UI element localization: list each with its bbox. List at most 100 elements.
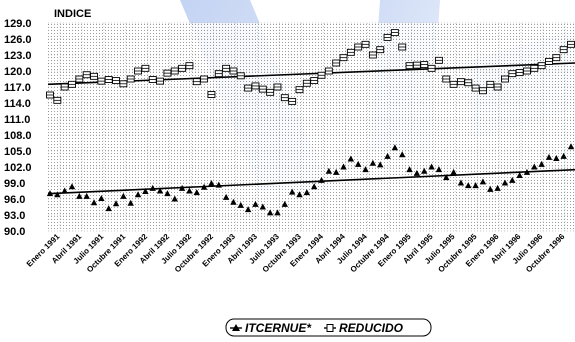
point-itcernue [149,184,156,191]
point-itcernue [274,209,281,216]
point-reducido [456,78,465,86]
y-tick-label: 96.0 [4,194,25,206]
y-tick-label: 117.0 [4,82,31,94]
point-itcernue [501,179,509,186]
point-reducido [82,71,91,79]
point-itcernue [538,160,545,167]
point-reducido [508,70,517,78]
point-itcernue [193,189,200,196]
y-axis: 129.0 126.0 123.0 120.0 117.0 114.0 111.0 108.0… [4,18,575,238]
point-reducido [523,67,531,75]
point-itcernue [391,144,399,151]
point-reducido [427,64,436,72]
y-tick-label: 123.0 [4,50,32,62]
y-tick-label: 105.0 [4,146,32,158]
trend-line [47,62,575,86]
point-itcernue [443,174,450,181]
point-reducido [346,48,355,56]
point-itcernue [127,199,134,206]
point-reducido [163,69,172,77]
point-reducido [288,97,297,105]
point-itcernue [310,183,318,190]
point-itcernue [68,183,76,190]
point-reducido [192,78,201,86]
point-reducido [222,64,231,72]
point-reducido [214,70,223,78]
point-itcernue [259,203,267,210]
y-tick-label: 99.0 [4,178,25,190]
point-itcernue [413,169,421,176]
point-reducido [53,96,62,104]
point-itcernue [347,155,355,162]
point-itcernue [435,166,443,173]
y-tick-label: 129.0 [4,18,32,30]
point-itcernue [54,191,61,198]
point-reducido [148,76,157,83]
point-reducido [464,79,473,87]
point-reducido [266,88,275,96]
point-itcernue [399,151,406,158]
point-reducido [251,82,260,90]
point-reducido [442,75,451,83]
point-reducido [515,69,524,77]
point-reducido [545,57,553,65]
point-reducido [185,62,194,70]
point-itcernue [83,192,90,199]
point-itcernue [237,201,244,208]
point-reducido [156,77,165,85]
point-reducido [112,77,120,85]
point-itcernue [208,180,215,187]
point-reducido [398,43,407,51]
point-reducido [412,61,421,69]
point-reducido [236,72,245,80]
point-itcernue [76,192,83,199]
point-itcernue [472,182,479,189]
point-itcernue [332,168,340,175]
point-itcernue [164,190,171,197]
point-itcernue [553,154,560,161]
point-reducido [354,43,363,51]
y-tick-label: 93.0 [4,210,25,222]
point-itcernue [112,200,120,207]
point-reducido [537,62,546,70]
point-itcernue [457,179,465,186]
point-itcernue [406,166,413,173]
point-reducido [361,40,370,48]
point-reducido [332,59,341,67]
point-reducido [126,75,135,83]
point-itcernue [531,163,538,170]
legend-label-reducido: REDUCIDO [339,321,404,335]
point-reducido [552,54,561,62]
point-itcernue [516,172,523,179]
point-itcernue [281,200,289,207]
point-reducido [280,94,289,102]
point-itcernue [318,176,325,183]
point-reducido [295,86,304,94]
point-itcernue [222,193,230,200]
point-reducido [493,83,502,91]
y-tick-label: 111.0 [4,114,30,126]
point-itcernue [428,163,435,170]
point-itcernue [98,194,105,201]
point-itcernue [244,206,252,213]
point-reducido [376,46,385,54]
point-reducido [310,77,319,85]
point-reducido [75,75,84,83]
point-itcernue [186,187,193,194]
point-reducido [420,61,429,69]
y-tick-label: 120.0 [4,66,32,78]
point-reducido [141,64,150,72]
point-reducido [104,76,113,83]
point-reducido [90,72,98,80]
point-reducido [449,80,458,88]
point-reducido [134,67,143,75]
point-itcernue [215,181,222,188]
point-itcernue [479,178,487,185]
point-reducido [244,84,253,92]
point-itcernue [545,153,553,160]
point-itcernue [523,168,531,175]
point-itcernue [377,161,384,168]
point-reducido [434,56,443,64]
point-reducido [229,67,238,75]
